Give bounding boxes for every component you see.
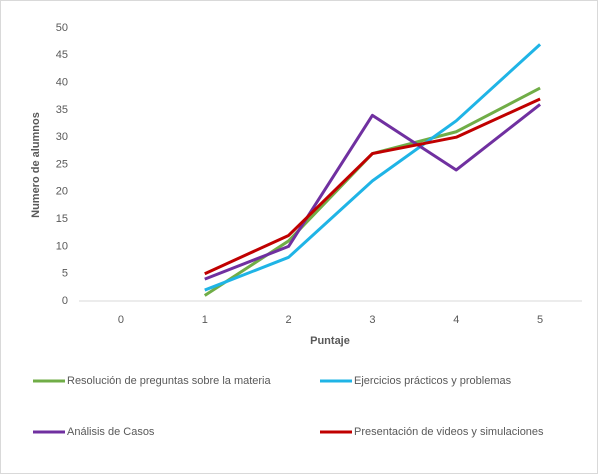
x-tick-label: 2 xyxy=(286,314,292,326)
y-tick-label: 10 xyxy=(56,240,68,252)
series-line xyxy=(204,97,541,276)
legend-label: Resolución de preguntas sobre la materia xyxy=(67,375,272,387)
y-tick-label: 15 xyxy=(56,213,68,225)
y-axis-title: Numero de alumnos xyxy=(30,112,42,218)
y-tick-label: 35 xyxy=(56,104,68,116)
series-line xyxy=(204,43,542,292)
legend-label: Análisis de Casos xyxy=(67,426,155,438)
series-line xyxy=(204,103,542,281)
y-tick-label: 0 xyxy=(62,295,68,307)
y-tick-label: 30 xyxy=(56,131,68,143)
x-tick-label: 1 xyxy=(202,314,208,326)
y-tick-label: 50 xyxy=(56,22,68,34)
x-tick-label: 0 xyxy=(118,314,124,326)
x-tick-label: 5 xyxy=(537,314,543,326)
x-tick-label: 3 xyxy=(369,314,375,326)
legend-label: Ejercicios prácticos y problemas xyxy=(354,375,512,387)
y-tick-label: 40 xyxy=(56,77,68,89)
y-tick-label: 5 xyxy=(62,268,68,280)
x-axis-title: Puntaje xyxy=(310,335,350,347)
y-tick-label: 25 xyxy=(56,158,68,170)
y-tick-label: 20 xyxy=(56,186,68,198)
legend-label: Presentación de videos y simulaciones xyxy=(354,426,544,438)
y-tick-label: 45 xyxy=(56,49,68,61)
x-tick-label: 4 xyxy=(453,314,459,326)
